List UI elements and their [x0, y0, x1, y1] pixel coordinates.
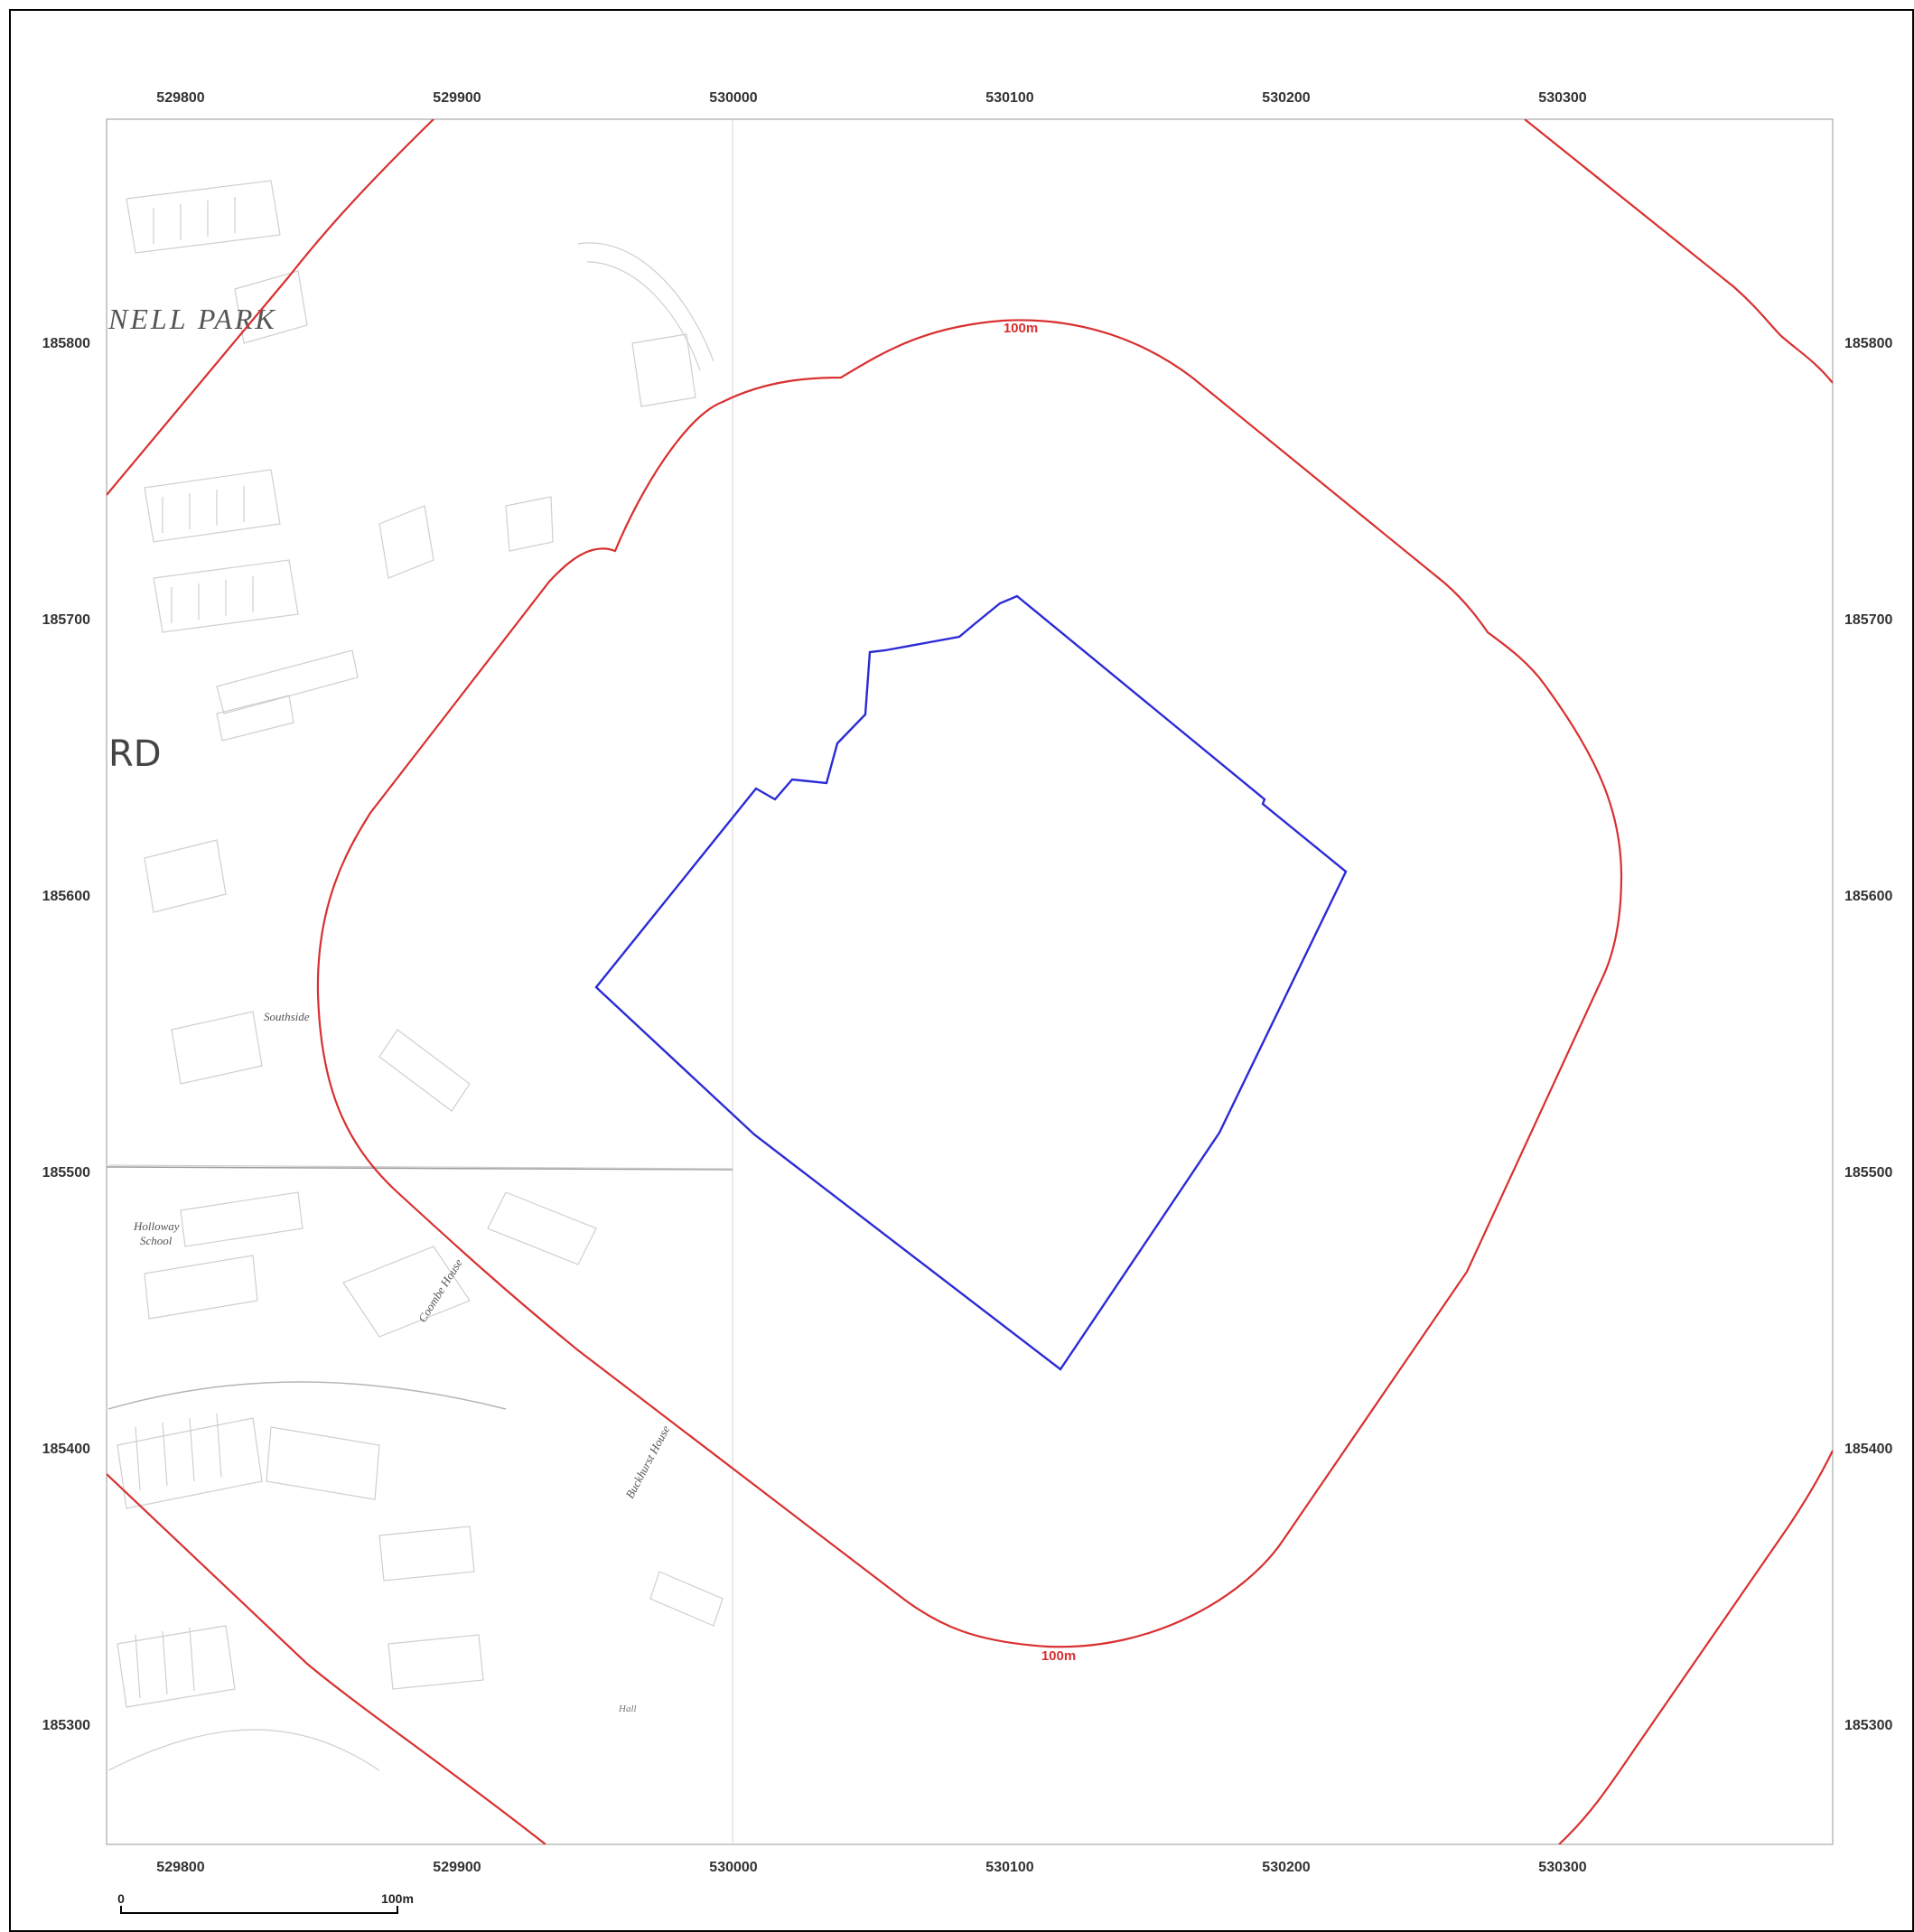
map-area: [106, 118, 1834, 1845]
y-tick-label: 185700: [1844, 612, 1892, 628]
x-tick-label: 530200: [1262, 90, 1310, 106]
buffer-ring-outer-top-left: [107, 119, 434, 496]
y-axis-left: 185800 185700 185600 185500 185400 18530…: [42, 336, 90, 1733]
street-label-rd: RD: [108, 733, 162, 775]
scale-bar-end-label: 100m: [381, 1891, 414, 1906]
y-tick-label: 185400: [1844, 1442, 1892, 1457]
y-tick-label: 185500: [1844, 1165, 1892, 1181]
y-tick-label: 185400: [42, 1442, 90, 1457]
site-boundary: [594, 594, 1348, 1371]
background-basemap: NELL PARK RD Southside Holloway School C…: [107, 119, 1833, 1844]
label-southside: Southside: [264, 1010, 310, 1023]
buffer-ring-outer-bottom-right: [1558, 1450, 1833, 1844]
x-tick-label: 530300: [1538, 90, 1586, 106]
y-tick-label: 185300: [42, 1718, 90, 1733]
x-tick-label: 529800: [156, 90, 204, 106]
sheet-edge-line: [107, 1166, 733, 1171]
y-tick-label: 185600: [42, 889, 90, 904]
label-school: School: [140, 1234, 173, 1247]
y-tick-label: 185700: [42, 612, 90, 628]
buffer-ring-100m: [316, 319, 1623, 1648]
buffer-lines: [107, 119, 1833, 1844]
y-tick-label: 185600: [1844, 889, 1892, 904]
buffer-label-top: 100m: [1004, 321, 1038, 336]
x-tick-label: 529900: [433, 1860, 481, 1875]
x-tick-label: 530100: [985, 90, 1033, 106]
basemap-buildings: [107, 180, 733, 1771]
y-tick-label: 185800: [1844, 336, 1892, 351]
x-tick-label: 530000: [709, 1860, 757, 1875]
x-tick-label: 530100: [985, 1860, 1033, 1875]
scale-bar-start-label: 0: [117, 1891, 125, 1906]
street-label-top: NELL PARK: [107, 303, 277, 335]
label-holloway: Holloway: [133, 1219, 180, 1233]
x-tick-label: 530000: [709, 90, 757, 106]
buffer-ring-outer-top-right: [1524, 119, 1833, 384]
y-tick-label: 185300: [1844, 1718, 1892, 1733]
x-axis-top: 529800 529900 530000 530100 530200 53030…: [156, 90, 1586, 106]
y-tick-label: 185500: [42, 1165, 90, 1181]
x-tick-label: 529800: [156, 1860, 204, 1875]
scale-bar: 0 100m: [117, 1891, 414, 1914]
x-tick-label: 530300: [1538, 1860, 1586, 1875]
y-tick-label: 185800: [42, 336, 90, 351]
buffer-ring-outer-bottom-left: [107, 1473, 546, 1844]
x-axis-bottom: 529800 529900 530000 530100 530200 53030…: [156, 1860, 1586, 1875]
x-tick-label: 529900: [433, 90, 481, 106]
x-tick-label: 530200: [1262, 1860, 1310, 1875]
y-axis-right: 185800 185700 185600 185500 185400 18530…: [1844, 336, 1892, 1733]
scale-bar-line: [120, 1906, 398, 1914]
label-hall: Hall: [618, 1703, 637, 1714]
buffer-label-bottom: 100m: [1041, 1648, 1076, 1664]
